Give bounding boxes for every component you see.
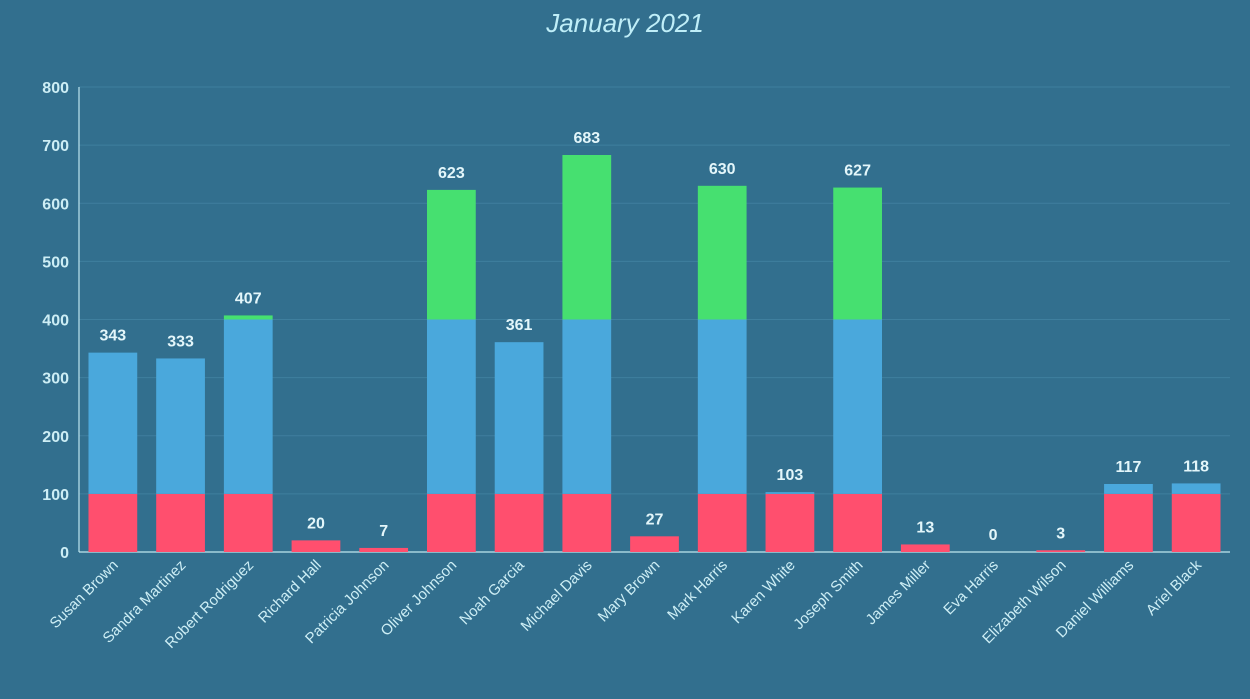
- bar-segment: [427, 319, 476, 494]
- bar-segment: [1104, 493, 1153, 552]
- x-tick-label: Mary Brown: [595, 557, 664, 626]
- bar-segment: [156, 358, 205, 494]
- data-label: 0: [989, 527, 998, 544]
- bar-segment: [1104, 483, 1153, 494]
- data-label: 361: [506, 317, 533, 334]
- data-label: 118: [1183, 458, 1209, 475]
- data-label: 343: [100, 328, 127, 345]
- data-label: 117: [1116, 459, 1142, 476]
- bar-segment: [900, 544, 950, 552]
- x-tick-label: Susan Brown: [47, 557, 122, 632]
- data-label: 333: [167, 333, 194, 350]
- bar-segment: [494, 342, 544, 494]
- y-tick-label: 700: [42, 138, 69, 155]
- x-tick-label: Richard Hall: [255, 557, 325, 627]
- x-tick-label: Joseph Smith: [790, 557, 866, 633]
- data-label: 3: [1056, 525, 1065, 542]
- y-tick-label: 500: [42, 254, 69, 271]
- chart-title: January 2021: [545, 8, 704, 38]
- data-label: 7: [379, 523, 388, 540]
- x-tick-label: Mark Harris: [664, 557, 731, 624]
- bar-segment: [1171, 483, 1221, 494]
- data-label: 103: [777, 467, 804, 484]
- x-tick-label: James Miller: [863, 557, 935, 629]
- bar-segment: [156, 493, 205, 552]
- x-tick-label: Eva Harris: [940, 557, 1002, 619]
- bar-segment: [1036, 550, 1086, 552]
- bar-segment: [88, 493, 138, 552]
- bar-segment: [697, 493, 747, 552]
- bar-segment: [765, 492, 815, 494]
- bar-segment: [359, 547, 409, 552]
- bar-segment: [833, 493, 882, 552]
- x-tick-label: Michael Davis: [518, 557, 596, 635]
- data-label: 407: [235, 290, 262, 307]
- y-tick-label: 300: [42, 371, 69, 388]
- bar-segment: [291, 540, 341, 552]
- data-label: 13: [916, 519, 934, 536]
- data-label: 627: [844, 163, 871, 180]
- data-label: 20: [307, 515, 325, 532]
- bar-segment: [765, 493, 815, 552]
- bar-segment: [697, 319, 747, 494]
- data-label: 623: [438, 165, 465, 182]
- x-tick-label: Ariel Black: [1143, 556, 1205, 618]
- bar-segment: [833, 319, 882, 494]
- bar-segment: [223, 493, 273, 552]
- y-tick-label: 800: [42, 80, 69, 97]
- bar-segment: [1171, 493, 1221, 552]
- bar-segment: [494, 493, 544, 552]
- bar-segment: [427, 493, 476, 552]
- bar-segment: [562, 493, 612, 552]
- y-tick-label: 200: [42, 429, 69, 446]
- bar-segment: [630, 536, 679, 552]
- bar-segment: [562, 319, 612, 494]
- data-label: 630: [709, 161, 736, 178]
- bar-segment: [833, 187, 882, 320]
- bar-segment: [88, 352, 138, 494]
- bar-segment: [697, 185, 747, 320]
- bar-segment: [562, 155, 612, 320]
- y-tick-label: 400: [42, 313, 69, 330]
- x-tick-label: Noah Garcia: [456, 556, 528, 628]
- bar-segment: [427, 189, 476, 320]
- data-label: 683: [573, 130, 600, 147]
- y-tick-label: 0: [60, 545, 69, 562]
- y-tick-label: 600: [42, 196, 69, 213]
- bar-segment: [223, 315, 273, 320]
- x-tick-label: Karen White: [728, 557, 798, 627]
- data-label: 27: [646, 511, 664, 528]
- y-tick-label: 100: [42, 487, 69, 504]
- bar-segment: [223, 319, 273, 494]
